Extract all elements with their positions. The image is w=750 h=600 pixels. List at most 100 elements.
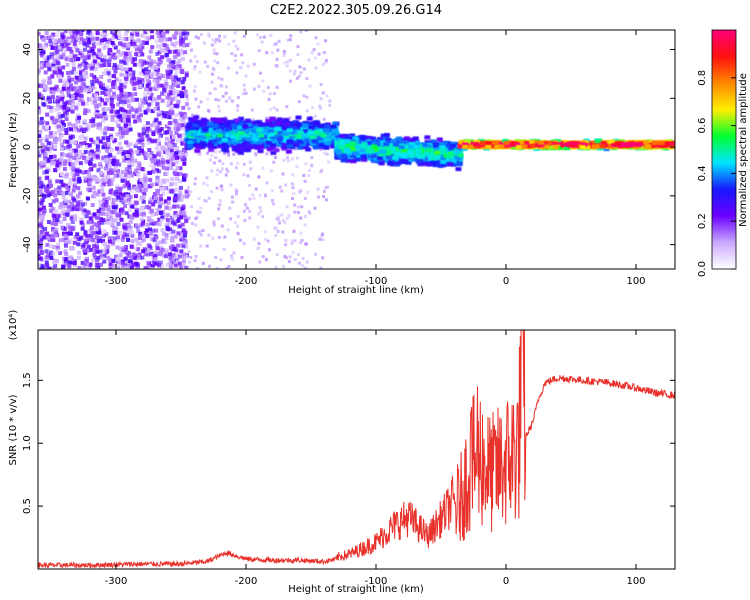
heatmap-cell <box>296 53 300 57</box>
heatmap-cell <box>68 231 73 236</box>
heatmap-cell <box>84 258 89 263</box>
heatmap-cell <box>125 169 130 174</box>
heatmap-cell <box>38 106 41 111</box>
heatmap-cell <box>85 155 90 160</box>
heatmap-cell <box>116 123 121 128</box>
heatmap-cell <box>95 31 100 36</box>
heatmap-cell <box>153 118 158 123</box>
heatmap-cell <box>149 61 154 66</box>
heatmap-cell <box>61 208 66 213</box>
heatmap-cell <box>169 148 174 153</box>
heatmap-cell <box>78 199 83 204</box>
heatmap-cell <box>131 261 136 266</box>
heatmap-cell <box>138 84 143 89</box>
heatmap-cell <box>273 156 277 160</box>
heatmap-cell <box>274 42 278 46</box>
heatmap-cell <box>187 216 191 220</box>
heatmap-cell <box>117 35 122 40</box>
heatmap-cell <box>99 164 104 169</box>
heatmap-cell <box>59 97 64 102</box>
heatmap-cell <box>161 201 166 206</box>
heatmap-cell <box>167 96 172 101</box>
heatmap-cell <box>293 69 297 73</box>
heatmap-cell <box>38 241 43 246</box>
heatmap-cell <box>81 77 86 82</box>
heatmap-cell <box>78 141 83 146</box>
heatmap-cell <box>73 152 78 157</box>
heatmap-cell <box>71 134 76 139</box>
heatmap-cell <box>64 114 69 119</box>
heatmap-cell <box>150 35 155 40</box>
heatmap-cell <box>159 249 164 254</box>
heatmap-cell <box>80 226 85 231</box>
heatmap-cell <box>273 148 280 153</box>
heatmap-cell <box>58 238 63 243</box>
heatmap-cell <box>176 231 181 236</box>
heatmap-cell <box>105 244 110 249</box>
heatmap-cell <box>172 96 177 101</box>
heatmap-cell <box>266 239 270 243</box>
heatmap-cell <box>98 211 103 216</box>
heatmap-cell <box>140 167 145 172</box>
heatmap-cell <box>268 142 275 147</box>
heatmap-cell <box>153 262 158 267</box>
heatmap-cell <box>94 114 99 119</box>
heatmap-cell <box>127 251 132 256</box>
heatmap-cell <box>144 60 149 65</box>
heatmap-cell <box>240 255 244 259</box>
heatmap-cell <box>142 192 147 197</box>
heatmap-cell <box>134 168 139 173</box>
heatmap-cell <box>161 74 166 79</box>
heatmap-cell <box>224 91 228 95</box>
heatmap-cell <box>109 147 114 152</box>
heatmap-cell <box>66 38 71 43</box>
heatmap-cell <box>112 91 117 96</box>
heatmap-cell <box>84 101 89 106</box>
heatmap-cell <box>163 50 168 55</box>
heatmap-cell <box>248 216 252 220</box>
heatmap-cell <box>164 248 169 253</box>
heatmap-cell <box>147 147 152 152</box>
heatmap-cell <box>124 244 129 249</box>
heatmap-cell <box>258 206 262 210</box>
heatmap-cell <box>172 82 177 87</box>
heatmap-cell <box>135 81 140 86</box>
heatmap-cell <box>195 145 202 150</box>
heatmap-cell <box>158 182 163 187</box>
heatmap-cell <box>133 186 138 191</box>
heatmap-cell <box>82 59 87 64</box>
heatmap-cell <box>91 246 96 251</box>
heatmap-cell <box>198 70 202 74</box>
heatmap-cell <box>162 87 167 92</box>
heatmap-cell <box>128 194 133 199</box>
heatmap-cell <box>239 238 243 242</box>
heatmap-cell <box>117 230 122 235</box>
heatmap-cell <box>155 175 160 180</box>
heatmap-cell <box>130 204 135 209</box>
heatmap-cell <box>183 244 188 249</box>
heatmap-cell <box>97 149 102 154</box>
heatmap-cell <box>88 97 93 102</box>
heatmap-cell <box>124 37 129 42</box>
heatmap-cell <box>324 186 328 190</box>
heatmap-cell <box>242 173 246 177</box>
heatmap-cell <box>60 35 65 40</box>
heatmap-cell <box>295 156 299 160</box>
heatmap-cell <box>277 221 281 225</box>
heatmap-cell <box>292 72 296 76</box>
heatmap-cell <box>177 60 182 65</box>
heatmap-cell <box>98 262 103 267</box>
heatmap-cell <box>115 192 120 197</box>
heatmap-cell <box>80 69 85 74</box>
heatmap-cell <box>116 49 121 54</box>
heatmap-cell <box>103 87 108 92</box>
heatmap-cell <box>73 87 78 92</box>
heatmap-cell <box>154 181 159 186</box>
heatmap-cell <box>210 130 217 135</box>
heatmap-cell <box>158 110 163 115</box>
heatmap-cell <box>120 198 125 203</box>
heatmap-cell <box>76 144 81 149</box>
heatmap-cell <box>140 233 145 238</box>
heatmap-cell <box>182 177 187 182</box>
heatmap-cell <box>287 260 291 264</box>
